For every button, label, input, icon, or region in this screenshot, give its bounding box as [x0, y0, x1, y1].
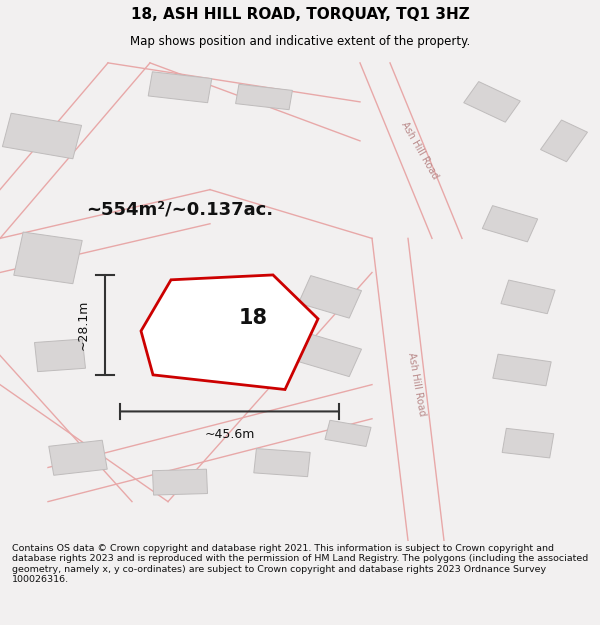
Polygon shape [2, 113, 82, 159]
Polygon shape [148, 72, 212, 102]
Polygon shape [541, 120, 587, 162]
Text: Map shows position and indicative extent of the property.: Map shows position and indicative extent… [130, 35, 470, 48]
Polygon shape [493, 354, 551, 386]
Polygon shape [464, 82, 520, 122]
Text: Contains OS data © Crown copyright and database right 2021. This information is : Contains OS data © Crown copyright and d… [12, 544, 588, 584]
Polygon shape [236, 84, 292, 110]
Polygon shape [298, 334, 362, 377]
Polygon shape [49, 440, 107, 475]
Polygon shape [501, 280, 555, 314]
Text: ~554m²/~0.137ac.: ~554m²/~0.137ac. [86, 200, 274, 218]
Polygon shape [35, 339, 85, 372]
Polygon shape [254, 449, 310, 477]
Polygon shape [298, 276, 362, 318]
Text: ~45.6m: ~45.6m [205, 429, 254, 441]
Text: 18: 18 [239, 308, 268, 328]
Polygon shape [141, 275, 318, 389]
Polygon shape [152, 469, 208, 495]
Text: Ash Hill Road: Ash Hill Road [400, 120, 440, 181]
Text: Ash Hill Road: Ash Hill Road [406, 352, 428, 418]
Polygon shape [14, 232, 82, 284]
Text: 18, ASH HILL ROAD, TORQUAY, TQ1 3HZ: 18, ASH HILL ROAD, TORQUAY, TQ1 3HZ [131, 8, 469, 22]
Polygon shape [482, 206, 538, 242]
Polygon shape [502, 428, 554, 458]
Polygon shape [325, 420, 371, 446]
Text: ~28.1m: ~28.1m [77, 300, 90, 350]
